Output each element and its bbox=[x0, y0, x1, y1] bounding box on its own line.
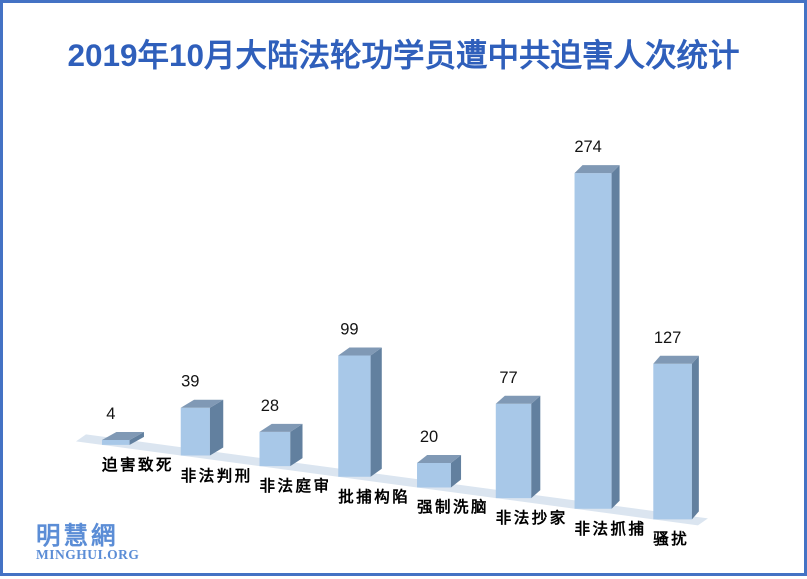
svg-text:99: 99 bbox=[340, 321, 358, 339]
svg-text:20: 20 bbox=[420, 428, 438, 446]
svg-text:28: 28 bbox=[261, 397, 279, 415]
svg-text:274: 274 bbox=[574, 138, 602, 156]
svg-text:127: 127 bbox=[654, 329, 682, 347]
svg-text:77: 77 bbox=[499, 369, 517, 387]
svg-text:39: 39 bbox=[181, 373, 199, 391]
svg-text:4: 4 bbox=[106, 405, 115, 423]
